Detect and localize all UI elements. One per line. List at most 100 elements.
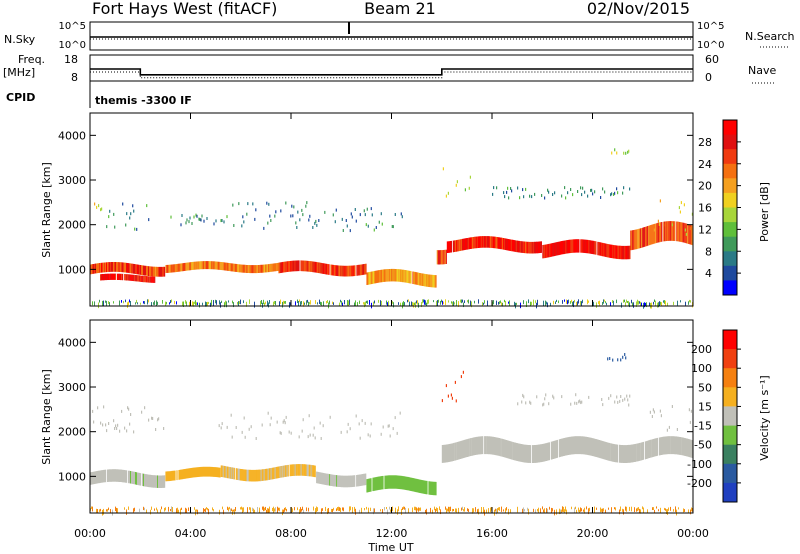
scatter-band-cell	[358, 474, 360, 487]
scatter-band-cell	[595, 439, 597, 457]
weak-echo-cell	[543, 402, 545, 406]
scatter-band-cell	[443, 444, 445, 463]
weak-echo-cell	[684, 228, 686, 232]
scatter-band-cell	[503, 238, 505, 250]
scatter-band-cell	[372, 271, 374, 284]
scatter-band-cell	[122, 469, 124, 483]
scatter-band-cell	[501, 438, 503, 457]
scatter-band-cell	[559, 241, 561, 255]
noise-cell	[231, 508, 232, 512]
weak-echo-cell	[610, 394, 612, 398]
time-axis: 00:00 04:00 08:00 12:00 16:00 20:00 00:00	[74, 113, 709, 540]
scatter-band-cell	[486, 236, 488, 248]
scatter-band-cell	[466, 439, 468, 457]
noise-cell	[269, 506, 270, 513]
noise-cell	[403, 301, 404, 307]
noise-cell	[221, 300, 222, 303]
noise-cell	[467, 300, 468, 303]
noise-cell	[540, 508, 541, 514]
scatter-band-cell	[608, 442, 610, 461]
scatter-band-cell	[573, 239, 575, 253]
scatter-band-cell	[115, 262, 117, 272]
scatter-band-cell	[201, 261, 203, 270]
scatter-band-cell	[512, 239, 514, 252]
scatter-band-cell	[495, 236, 497, 249]
noise-cell	[359, 300, 360, 304]
scatter-band-cell	[128, 470, 130, 484]
weak-echo-cell	[683, 203, 685, 207]
scatter-band-cell	[143, 275, 145, 283]
noise-cell	[332, 509, 333, 513]
scatter-band-cell	[516, 443, 518, 461]
weak-echo-cell	[617, 191, 619, 195]
scatter-band-cell	[682, 437, 684, 456]
noise-cell	[212, 507, 213, 511]
scatter-band-cell	[656, 437, 658, 456]
scatter-band-cell	[130, 471, 132, 484]
scatter-band-cell	[110, 262, 112, 272]
scatter-band-cell	[114, 262, 116, 272]
weak-echo-cell	[548, 190, 550, 194]
noise-cell	[580, 300, 581, 306]
scatter-band-cell	[111, 262, 113, 272]
noise-cell	[496, 300, 497, 305]
velocity-colorbar-label: Velocity [m s⁻¹]	[758, 375, 771, 460]
noise-cell	[447, 508, 448, 512]
scatter-band-cell	[153, 276, 155, 283]
scatter-band-cell	[363, 473, 365, 486]
scatter-band-cell	[105, 273, 107, 281]
weak-echo-cell	[607, 357, 609, 361]
scatter-band-cell	[642, 227, 644, 248]
scatter-band-cell	[216, 261, 218, 270]
noise-cell	[171, 299, 172, 303]
scatter-band-cell	[623, 245, 625, 260]
scatter-band-cell	[364, 473, 366, 486]
weak-echo-cell	[359, 213, 361, 217]
weak-echo-cell	[582, 186, 584, 190]
scatter-band-cell	[502, 439, 504, 457]
scatter-band-cell	[337, 475, 339, 487]
scatter-band-cell	[312, 465, 314, 477]
noise-cell	[596, 302, 597, 308]
scatter-band-cell	[121, 273, 123, 281]
noise-cell	[139, 508, 140, 512]
scatter-band-cell	[159, 266, 161, 277]
scatter-band-cell	[361, 474, 363, 486]
weak-echo-cell	[203, 219, 205, 223]
scatter-band-cell	[93, 471, 95, 485]
noise-cell	[128, 506, 129, 510]
scatter-band-cell	[112, 262, 114, 272]
scatter-band-cell	[319, 262, 321, 274]
scatter-band-cell	[222, 465, 224, 478]
scatter-band-cell	[274, 467, 276, 479]
scatter-band-cell	[568, 436, 570, 455]
weak-echo-cell	[136, 227, 138, 231]
noise-cell	[241, 506, 242, 510]
noise-cell	[562, 300, 563, 304]
noise-cell	[508, 508, 509, 515]
scatter-band-cell	[610, 443, 612, 462]
scatter-band-cell	[454, 240, 456, 252]
colorbar-tick-label: 15	[698, 400, 712, 413]
noise-cell	[285, 507, 286, 511]
scatter-band-cell	[160, 475, 162, 488]
scatter-band-cell	[514, 240, 516, 252]
scatter-band-cell	[528, 445, 530, 463]
weak-echo-cell	[688, 408, 690, 412]
weak-echo-cell	[554, 191, 556, 195]
scatter-band-cell	[484, 236, 486, 248]
scatter-band-cell	[275, 467, 277, 479]
velocity-data	[90, 353, 693, 516]
scatter-band-cell	[185, 262, 187, 271]
noise-cell	[453, 301, 454, 307]
noise-cell	[300, 507, 301, 513]
noise-cell	[664, 507, 665, 511]
scatter-band-cell	[645, 226, 647, 247]
scatter-band-cell	[288, 261, 290, 272]
scatter-band-cell	[258, 265, 260, 273]
scatter-band-cell	[350, 475, 352, 488]
noise-cell	[570, 301, 571, 304]
scatter-band-cell	[251, 469, 253, 482]
scatter-band-cell	[369, 478, 371, 492]
weak-echo-cell	[511, 189, 513, 193]
